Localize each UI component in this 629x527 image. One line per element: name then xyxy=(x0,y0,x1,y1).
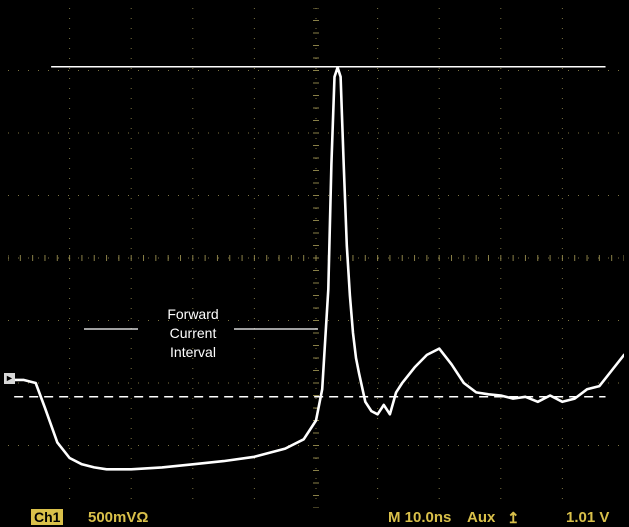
trigger-level: 1.01 V xyxy=(566,509,610,526)
annotation-line-1: Forward xyxy=(167,306,219,322)
annotation-line-2: Current xyxy=(169,325,217,341)
annotation-line-3: Interval xyxy=(170,344,216,360)
forward-current-interval-label: Forward Current Interval xyxy=(128,305,258,362)
rising-edge-icon: ↥ xyxy=(507,510,520,527)
waveform-plot xyxy=(8,8,624,508)
timebase-readout: M 10.0ns xyxy=(388,509,452,526)
arrow-right-icon: ► xyxy=(4,373,15,384)
trigger-source: Aux xyxy=(467,509,496,526)
reference-lines xyxy=(14,65,606,398)
channel-badge: Ch1 xyxy=(31,509,64,525)
waveform-trace-1 xyxy=(8,66,624,471)
channel-scale: 500mVΩ xyxy=(88,509,149,526)
scope-screen: Forward Current Interval xyxy=(8,8,624,508)
trace-layer xyxy=(8,66,624,471)
status-bar: Ch1 500mVΩ M 10.0ns Aux ↥ 1.01 V xyxy=(0,508,629,527)
graticule xyxy=(8,8,624,508)
